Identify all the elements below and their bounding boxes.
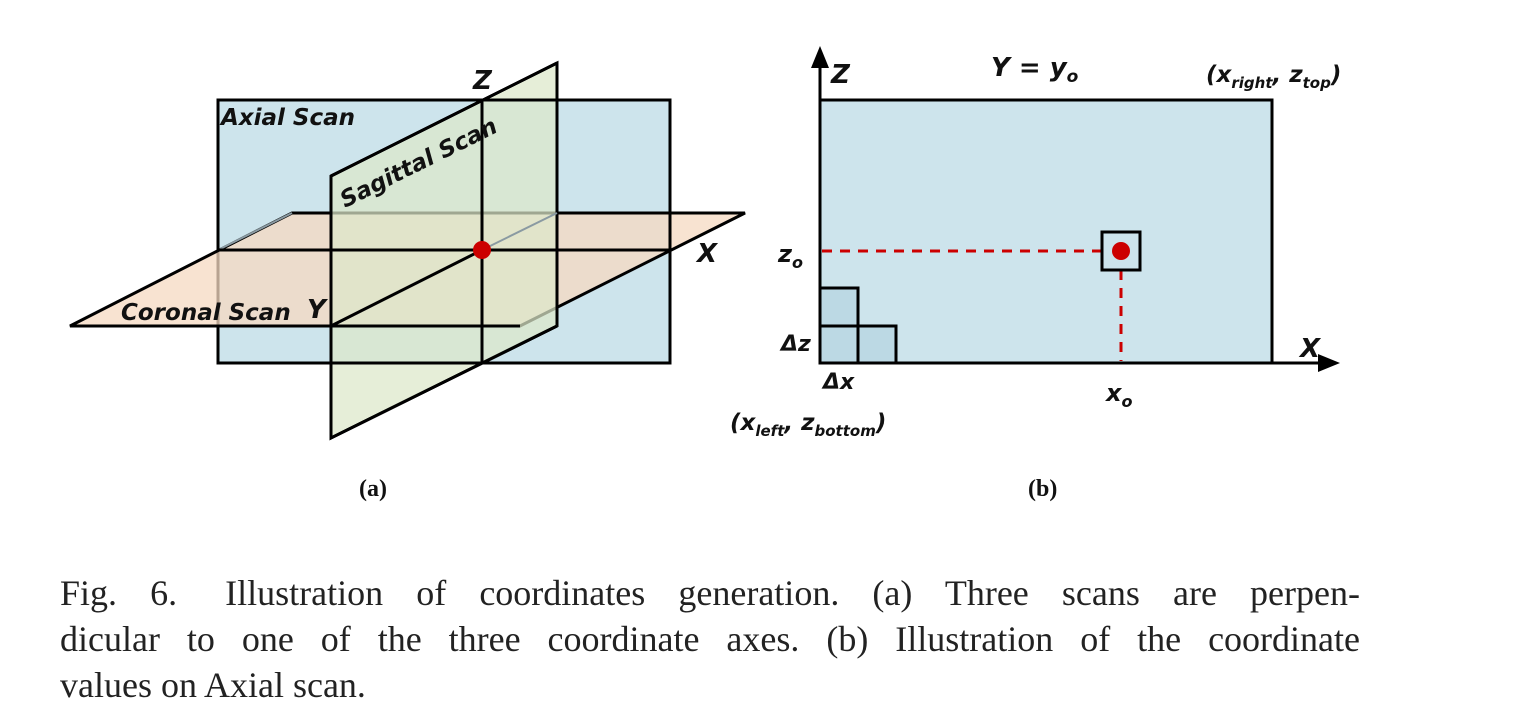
coordinate-point [1112,242,1130,260]
caption-line-1: Fig. 6. Illustration of coordinates gener… [60,570,1360,616]
axial-slice-rect [818,98,1274,365]
pixel-cell [856,324,898,365]
panel-a-sublabel: (a) [359,476,387,502]
pixel-cell [818,324,860,365]
axial-front-edge [216,100,672,365]
caption-line-3: values on Axial scan. [60,665,366,705]
x-axis-arrowhead [1318,354,1340,372]
pixel-highlight-box [1100,230,1142,272]
x-origin-label: xo [1105,379,1132,411]
hidden-edge [481,212,558,251]
axis-z-label-b: Z [830,60,851,90]
caption-text-1: Illustration of coordinates generation. … [225,573,1360,613]
coronal-scan-label: Coronal Scan [121,300,291,326]
axis-z-label-a: Z [472,66,493,96]
axis-x-label-a: X [695,239,719,269]
figure-caption: Fig. 6. Illustration of coordinates gener… [60,570,1360,708]
panel-a: Z X Y Axial Scan Sagittal Scan Coronal S… [69,60,746,502]
plane-equation: Y = yo [991,53,1079,87]
panel-b-sublabel: (b) [1028,476,1057,502]
hidden-edge [217,212,293,251]
y-axis-line [330,248,483,328]
figure-number: Fig. 6. [60,573,178,613]
axis-y-label-a: Y [307,295,329,325]
axial-scan-label: Axial Scan [219,105,355,131]
pixel-cell [818,286,860,328]
delta-z-label: Δz [779,332,811,357]
top-right-corner-label: (xright, ztop) [1206,62,1341,92]
caption-line-2: dicular to one of the three coordinate a… [60,619,1360,659]
delta-x-label: Δx [821,370,855,395]
intersection-point [473,241,491,259]
sagittal-top-edge [330,61,558,178]
axis-x-label-b: X [1298,334,1322,364]
bottom-left-corner-label: (xleft, zbottom) [730,410,886,440]
z-origin-label: zo [777,240,803,272]
sagittal-front-edge [329,176,558,441]
z-axis-arrowhead [811,46,829,68]
panel-b: Z X Y = yo zo xo Δz Δx (xright, ztop) (x… [730,46,1341,502]
